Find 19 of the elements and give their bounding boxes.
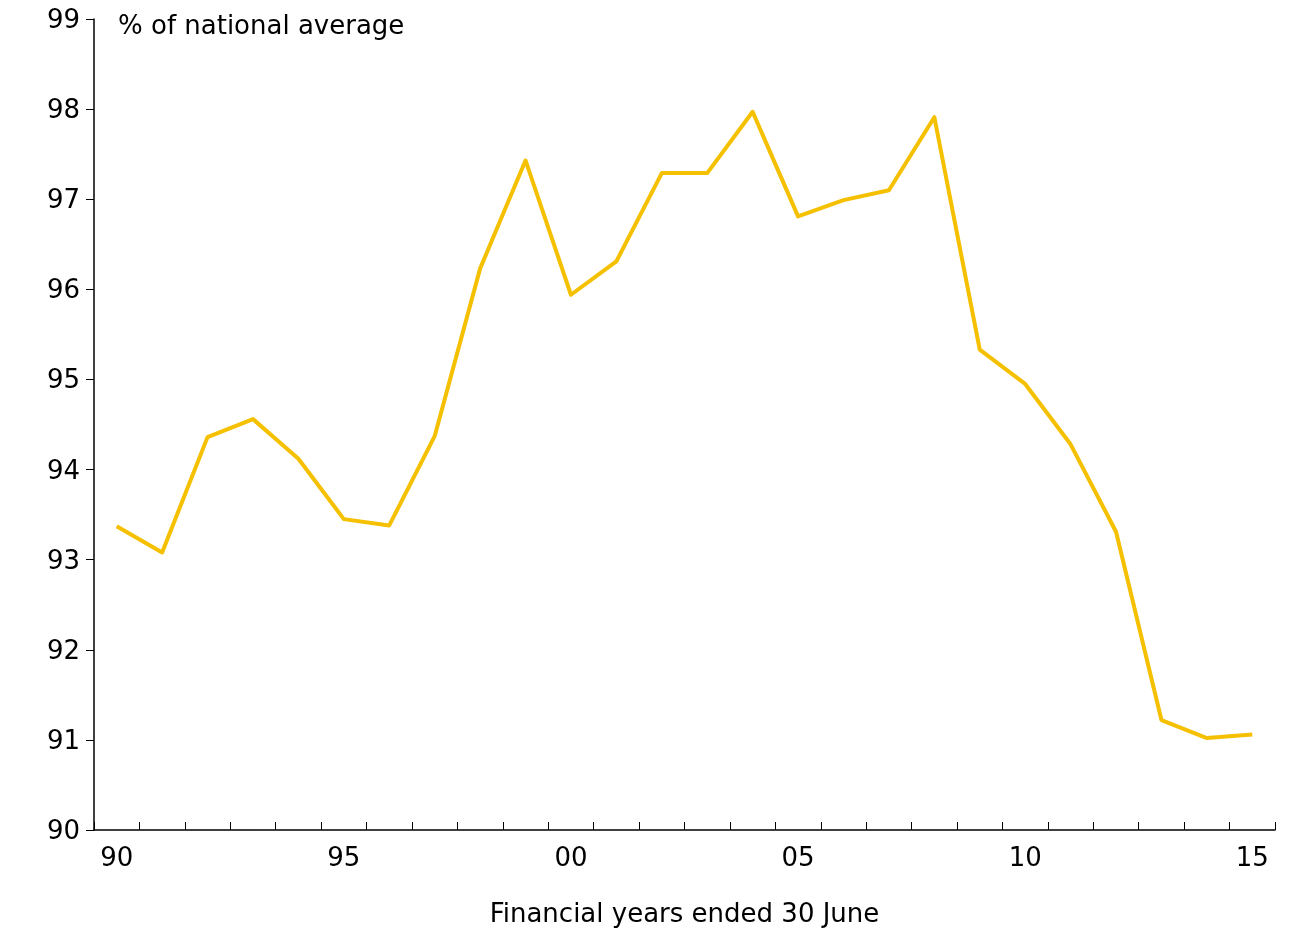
x-tick-label: 90 (100, 842, 134, 872)
x-tick-label: 15 (1235, 842, 1269, 872)
y-tick-label: 93 (46, 544, 80, 575)
y-tick-label: 90 (46, 815, 80, 845)
x-tick-label: 00 (554, 842, 588, 872)
y-tick-label: 96 (46, 274, 80, 305)
x-axis-title: Financial years ended 30 June (489, 898, 880, 928)
y-tick-label: 95 (46, 364, 80, 395)
x-tick-label: 10 (1008, 842, 1042, 872)
line-series (114, 109, 1255, 741)
x-tick-label: 05 (781, 842, 815, 872)
y-tick-label: 91 (46, 724, 80, 755)
y-tick-label: 99 (46, 4, 80, 34)
y-axis-title: % of national average (118, 10, 405, 40)
y-tick-label: 97 (46, 184, 80, 215)
y-tick-label: 98 (46, 94, 80, 125)
x-tick-label: 95 (327, 842, 361, 872)
y-tick-label: 94 (46, 454, 80, 485)
y-tick-label: 92 (46, 634, 80, 665)
